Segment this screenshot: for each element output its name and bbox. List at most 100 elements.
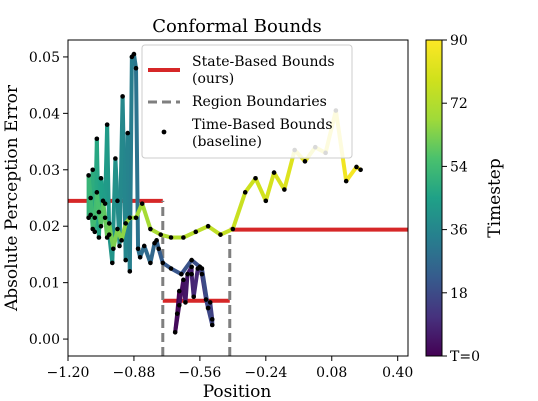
plot-area	[68, 51, 408, 356]
time-based-point-13	[203, 297, 209, 302]
time-based-point-41	[110, 260, 115, 266]
time-based-point-21	[179, 271, 184, 277]
y-tick-label-1: 0.01	[29, 276, 60, 292]
time-based-point-90	[358, 167, 363, 173]
colorbar-tick-label-2: 36	[450, 223, 468, 239]
time-based-point-66	[123, 221, 128, 226]
time-based-point-30	[135, 246, 141, 252]
time-based-point-4	[181, 277, 186, 283]
colorbar-tick-label-3: 54	[450, 159, 468, 175]
x-tick-label-0: −1.20	[47, 365, 90, 381]
legend-label-region-boundaries: Region Boundaries	[192, 94, 327, 110]
trajectory-segment-69	[140, 201, 153, 232]
time-based-point-55	[92, 215, 98, 221]
x-tick-label-4: 0.08	[316, 365, 347, 381]
time-based-point-0	[176, 288, 182, 294]
trajectory-segment-77	[230, 190, 248, 232]
plot-frame	[67, 39, 409, 357]
time-based-point-67	[127, 215, 133, 221]
colorbar-tick-label-5: 90	[450, 33, 468, 49]
y-axis-ticks: 0.00 0.01 0.02 0.03 0.04 0.05	[29, 50, 68, 348]
time-based-point-68	[133, 215, 139, 221]
time-based-point-51	[86, 215, 91, 221]
time-based-point-52	[86, 173, 91, 178]
time-based-point-47	[94, 136, 100, 142]
time-based-point-57	[96, 209, 102, 215]
time-based-point-53	[88, 195, 93, 201]
time-based-point-81	[271, 170, 277, 175]
time-based-point-58	[98, 223, 104, 229]
y-axis-label: Absolute Perception Error	[2, 84, 22, 312]
time-based-point-17	[209, 322, 215, 328]
trajectory-segment-75	[206, 224, 223, 237]
time-based-point-38	[117, 243, 122, 249]
time-based-point-88	[343, 178, 349, 184]
trajectory-segment-88	[344, 164, 359, 184]
y-tick-label-0: 0.00	[29, 332, 60, 348]
time-based-point-77	[230, 226, 236, 232]
time-based-point-3	[176, 302, 182, 308]
time-based-point-78	[242, 190, 248, 195]
time-based-point-43	[104, 122, 110, 127]
y-tick-label-3: 0.03	[29, 163, 60, 179]
y-tick-label-4: 0.04	[29, 106, 60, 122]
time-based-point-56	[94, 190, 100, 195]
time-based-point-18	[205, 305, 211, 311]
colorbar-ticks: T=0 18 36 54 72 90	[442, 33, 480, 365]
trajectory-segment-2	[173, 303, 182, 335]
time-based-point-61	[104, 235, 110, 240]
time-based-point-84	[302, 159, 308, 164]
time-based-point-22	[168, 266, 174, 271]
y-tick-label-2: 0.02	[29, 219, 60, 235]
legend-label-state-bounds-line1: State-Based Bounds	[192, 54, 335, 70]
region-boundaries	[161, 200, 232, 356]
x-axis-label: Position	[203, 382, 272, 401]
time-based-point-80	[263, 198, 269, 204]
time-based-point-71	[158, 232, 164, 237]
time-based-point-15	[207, 300, 213, 305]
time-based-point-49	[90, 167, 96, 173]
time-based-point-37	[120, 94, 125, 99]
time-based-points	[86, 51, 363, 335]
time-based-point-16	[209, 317, 215, 322]
time-based-point-79	[253, 175, 258, 181]
trajectory-segment-78	[243, 176, 258, 195]
colorbar-gradient	[425, 39, 443, 357]
time-based-point-75	[205, 223, 211, 229]
trajectory-segment-56	[94, 190, 101, 215]
legend-swatch-time-bounds	[161, 129, 167, 135]
time-based-point-7	[189, 264, 194, 270]
legend-frame	[141, 44, 353, 159]
time-based-point-70	[148, 226, 153, 232]
time-based-point-63	[111, 246, 116, 252]
time-based-point-45	[98, 175, 104, 181]
time-based-point-36	[123, 257, 128, 263]
time-based-point-8	[189, 271, 194, 277]
x-tick-label-3: −0.24	[244, 365, 287, 381]
trajectory-segment-5	[183, 272, 190, 305]
time-based-point-46	[96, 235, 102, 240]
time-based-point-40	[113, 156, 118, 161]
x-tick-label-1: −0.88	[112, 365, 155, 381]
trajectory-segment-30	[134, 66, 141, 251]
time-based-point-35	[125, 130, 131, 136]
time-based-point-19	[199, 266, 205, 271]
chart-title: Conformal Bounds	[152, 16, 322, 37]
colorbar-label: Timestep	[485, 158, 505, 238]
time-based-point-59	[100, 198, 106, 204]
time-based-point-27	[148, 260, 153, 266]
time-based-point-24	[156, 246, 161, 252]
time-based-point-76	[218, 232, 223, 237]
trajectory-segment-81	[272, 170, 287, 192]
x-tick-label-5: 0.40	[382, 365, 413, 381]
colorbar: T=0 18 36 54 72 90 Timestep	[425, 33, 505, 365]
y-tick-label-5: 0.05	[29, 50, 60, 66]
time-based-point-69	[139, 201, 145, 206]
trajectory-segment-9	[191, 266, 200, 299]
x-axis-ticks: −1.20 −0.88 −0.56 −0.24 0.08 0.40	[47, 356, 413, 381]
colorbar-tick-label-0: T=0	[450, 349, 480, 365]
trajectory-segment-52	[86, 173, 93, 200]
trajectory-segment-79	[253, 176, 268, 203]
legend-label-time-bounds-line2: (baseline)	[192, 134, 262, 150]
